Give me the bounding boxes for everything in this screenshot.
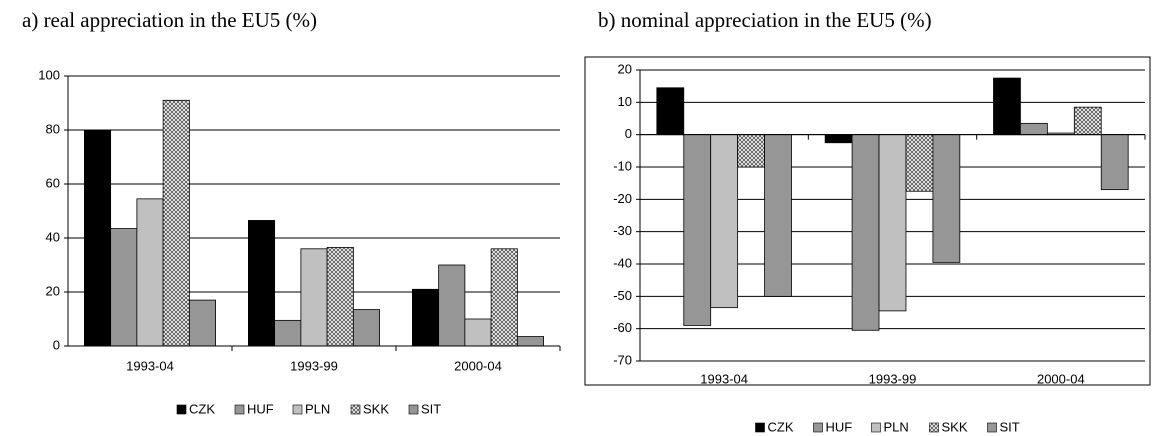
y-tick-label: -70 <box>613 352 632 367</box>
y-tick-label: 20 <box>618 61 632 76</box>
legend-swatch <box>408 404 419 415</box>
x-tick-label: 1993-99 <box>869 371 917 386</box>
y-tick-label: 60 <box>46 175 60 190</box>
bar <box>656 87 685 136</box>
x-tick-label: 1993-04 <box>126 358 174 373</box>
legend-label: HUF <box>247 401 274 416</box>
legend-swatch <box>292 404 303 415</box>
y-tick-label: 0 <box>625 126 632 141</box>
bar <box>905 134 934 192</box>
legend-label: SKK <box>942 419 968 434</box>
bar <box>326 247 354 347</box>
chart-frame <box>584 56 1151 386</box>
chart-title: a) real appreciation in the EU5 (%) <box>22 8 317 32</box>
bar <box>490 248 518 347</box>
y-tick-label: 40 <box>46 229 60 244</box>
legend-swatch <box>871 422 881 433</box>
bar <box>136 198 164 347</box>
bar <box>110 228 138 347</box>
y-tick-label: 10 <box>618 94 632 109</box>
legend-swatch <box>234 404 245 415</box>
bar <box>1020 122 1048 136</box>
x-tick-label: 1993-04 <box>700 371 748 386</box>
legend-swatch <box>350 404 361 415</box>
bar <box>438 264 466 347</box>
y-tick-label: -20 <box>613 191 632 206</box>
bar <box>411 288 440 347</box>
legend-swatch <box>987 422 997 433</box>
bar <box>516 336 544 347</box>
legend-label: SKK <box>363 401 389 416</box>
bar <box>851 134 880 331</box>
legend-label: PLN <box>884 419 909 434</box>
chart-title: b) nominal appreciation in the EU5 (%) <box>598 8 932 32</box>
bar <box>993 77 1021 136</box>
bar <box>824 134 853 144</box>
y-tick-label: -50 <box>613 288 632 303</box>
bar <box>300 248 328 347</box>
bar <box>188 299 217 347</box>
legend-label: PLN <box>305 401 330 416</box>
bar <box>464 318 492 347</box>
bar <box>710 134 739 309</box>
legend-label: SIT <box>1000 419 1020 434</box>
legend-label: HUF <box>826 419 853 434</box>
bar <box>1073 106 1102 136</box>
legend-swatch <box>813 422 823 433</box>
legend-swatch <box>176 404 187 415</box>
x-tick-label: 2000-04 <box>454 358 502 373</box>
y-tick-label: -10 <box>613 158 632 173</box>
legend-swatch <box>929 422 939 433</box>
bar <box>162 99 190 347</box>
y-tick-label: -30 <box>613 223 632 238</box>
y-tick-label: 20 <box>46 283 60 298</box>
x-tick-label: 2000-04 <box>1037 371 1085 386</box>
bar <box>352 309 380 347</box>
bar <box>274 319 302 347</box>
legend-label: CZK <box>189 401 215 416</box>
bar <box>878 134 907 312</box>
bar <box>683 134 712 326</box>
bar <box>932 134 961 263</box>
bar <box>737 134 765 168</box>
x-tick-label: 1993-99 <box>290 358 338 373</box>
y-tick-label: 80 <box>46 121 60 136</box>
bar <box>764 134 792 297</box>
bar <box>84 129 112 347</box>
legend-swatch <box>755 422 765 433</box>
legend-label: CZK <box>768 419 794 434</box>
y-tick-label: -60 <box>613 320 632 335</box>
bar <box>1100 134 1129 191</box>
y-tick-label: 100 <box>38 67 60 82</box>
legend-label: SIT <box>421 401 441 416</box>
y-tick-label: 0 <box>53 337 60 352</box>
y-tick-label: -40 <box>613 255 632 270</box>
bar <box>247 220 276 347</box>
